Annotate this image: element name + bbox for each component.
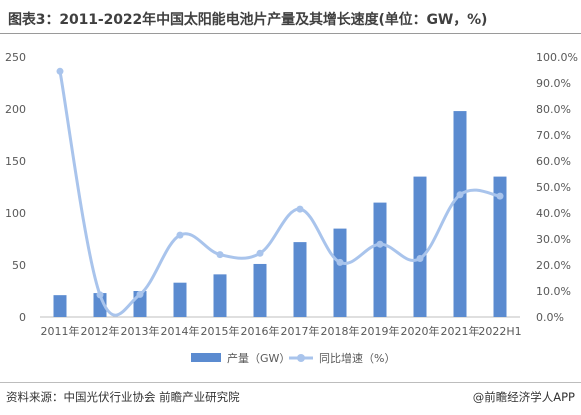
y-right-tick-label: 0.0% [536,311,564,324]
chart-legend: 产量（GW） 同比增速（%） [191,351,395,365]
line-point [216,251,224,259]
line-point [256,249,264,257]
x-tick-label: 2020年 [401,324,440,338]
line-point [456,191,464,199]
line-point [176,231,184,239]
y-right-tick-label: 60.0% [536,155,571,168]
y-right-tick-label: 70.0% [536,129,571,142]
y-left-tick-label: 100 [5,207,26,220]
y-right-tick-label: 50.0% [536,181,571,194]
bar [493,176,507,317]
line-point [416,255,424,262]
line-point [376,240,384,248]
bar [373,202,387,317]
y-left-tick-label: 50 [12,259,26,272]
y-left-tick-label: 0 [19,311,26,324]
legend-line-marker [297,354,305,362]
brand-credit: @前瞻经济学人APP [472,390,575,404]
y-left-tick-label: 250 [5,51,26,64]
source-note: 资料来源：中国光伏行业协会 前瞻产业研究院 [6,390,240,404]
x-tick-label: 2015年 [201,324,240,338]
x-tick-label: 2021年 [441,324,480,338]
line-point [296,205,304,213]
y-right-tick-label: 80.0% [536,103,571,116]
x-tick-label: 2022H1 [478,325,521,338]
combo-chart: 0 50 100 150 200 250 0.0% 10.0% 20.0% 30.0% 40.0% 5… [5,51,578,365]
y-right-tick-label: 20.0% [536,259,571,272]
y-left-tick-label: 200 [5,103,26,116]
bar [93,293,107,317]
bar [253,263,267,317]
bar [173,282,187,317]
x-tick-label: 2014年 [161,324,200,338]
line-point [136,290,144,298]
x-tick-label: 2016年 [241,324,280,338]
legend-line-label: 同比增速（%） [319,351,395,365]
line-point [96,291,104,299]
bar [413,176,427,317]
growth-line [58,71,501,317]
y-right-tick-label: 10.0% [536,285,571,298]
y-right-tick-label: 100.0% [536,51,578,64]
bar [453,111,467,317]
legend-bar-label: 产量（GW） [227,351,290,365]
bar [293,242,307,317]
line-point [56,67,64,75]
line-point [496,192,504,200]
bar-series [53,111,507,317]
bar [333,228,347,317]
legend-bar-swatch [191,353,221,362]
y-right-tick-label: 90.0% [536,77,571,90]
line-series [56,67,504,317]
x-tick-label: 2012年 [81,324,120,338]
chart-title: 图表3：2011-2022年中国太阳能电池片产量及其增长速度(单位：GW，%) [8,12,488,28]
x-tick-label: 2019年 [361,324,400,338]
y-left-tick-label: 150 [5,155,26,168]
x-tick-label: 2017年 [281,324,320,338]
title-divider [0,33,581,34]
x-tick-label: 2011年 [41,324,80,338]
x-tick-label: 2018年 [321,324,360,338]
y-right-tick-label: 40.0% [536,207,571,220]
x-tick-label: 2013年 [121,324,160,338]
tick-labels: 0 50 100 150 200 250 0.0% 10.0% 20.0% 30.0% 40.0% 5… [5,51,578,338]
bar [213,274,227,317]
line-point [336,258,344,266]
bar [53,295,67,317]
footer-divider [0,382,581,383]
y-right-tick-label: 30.0% [536,233,571,246]
